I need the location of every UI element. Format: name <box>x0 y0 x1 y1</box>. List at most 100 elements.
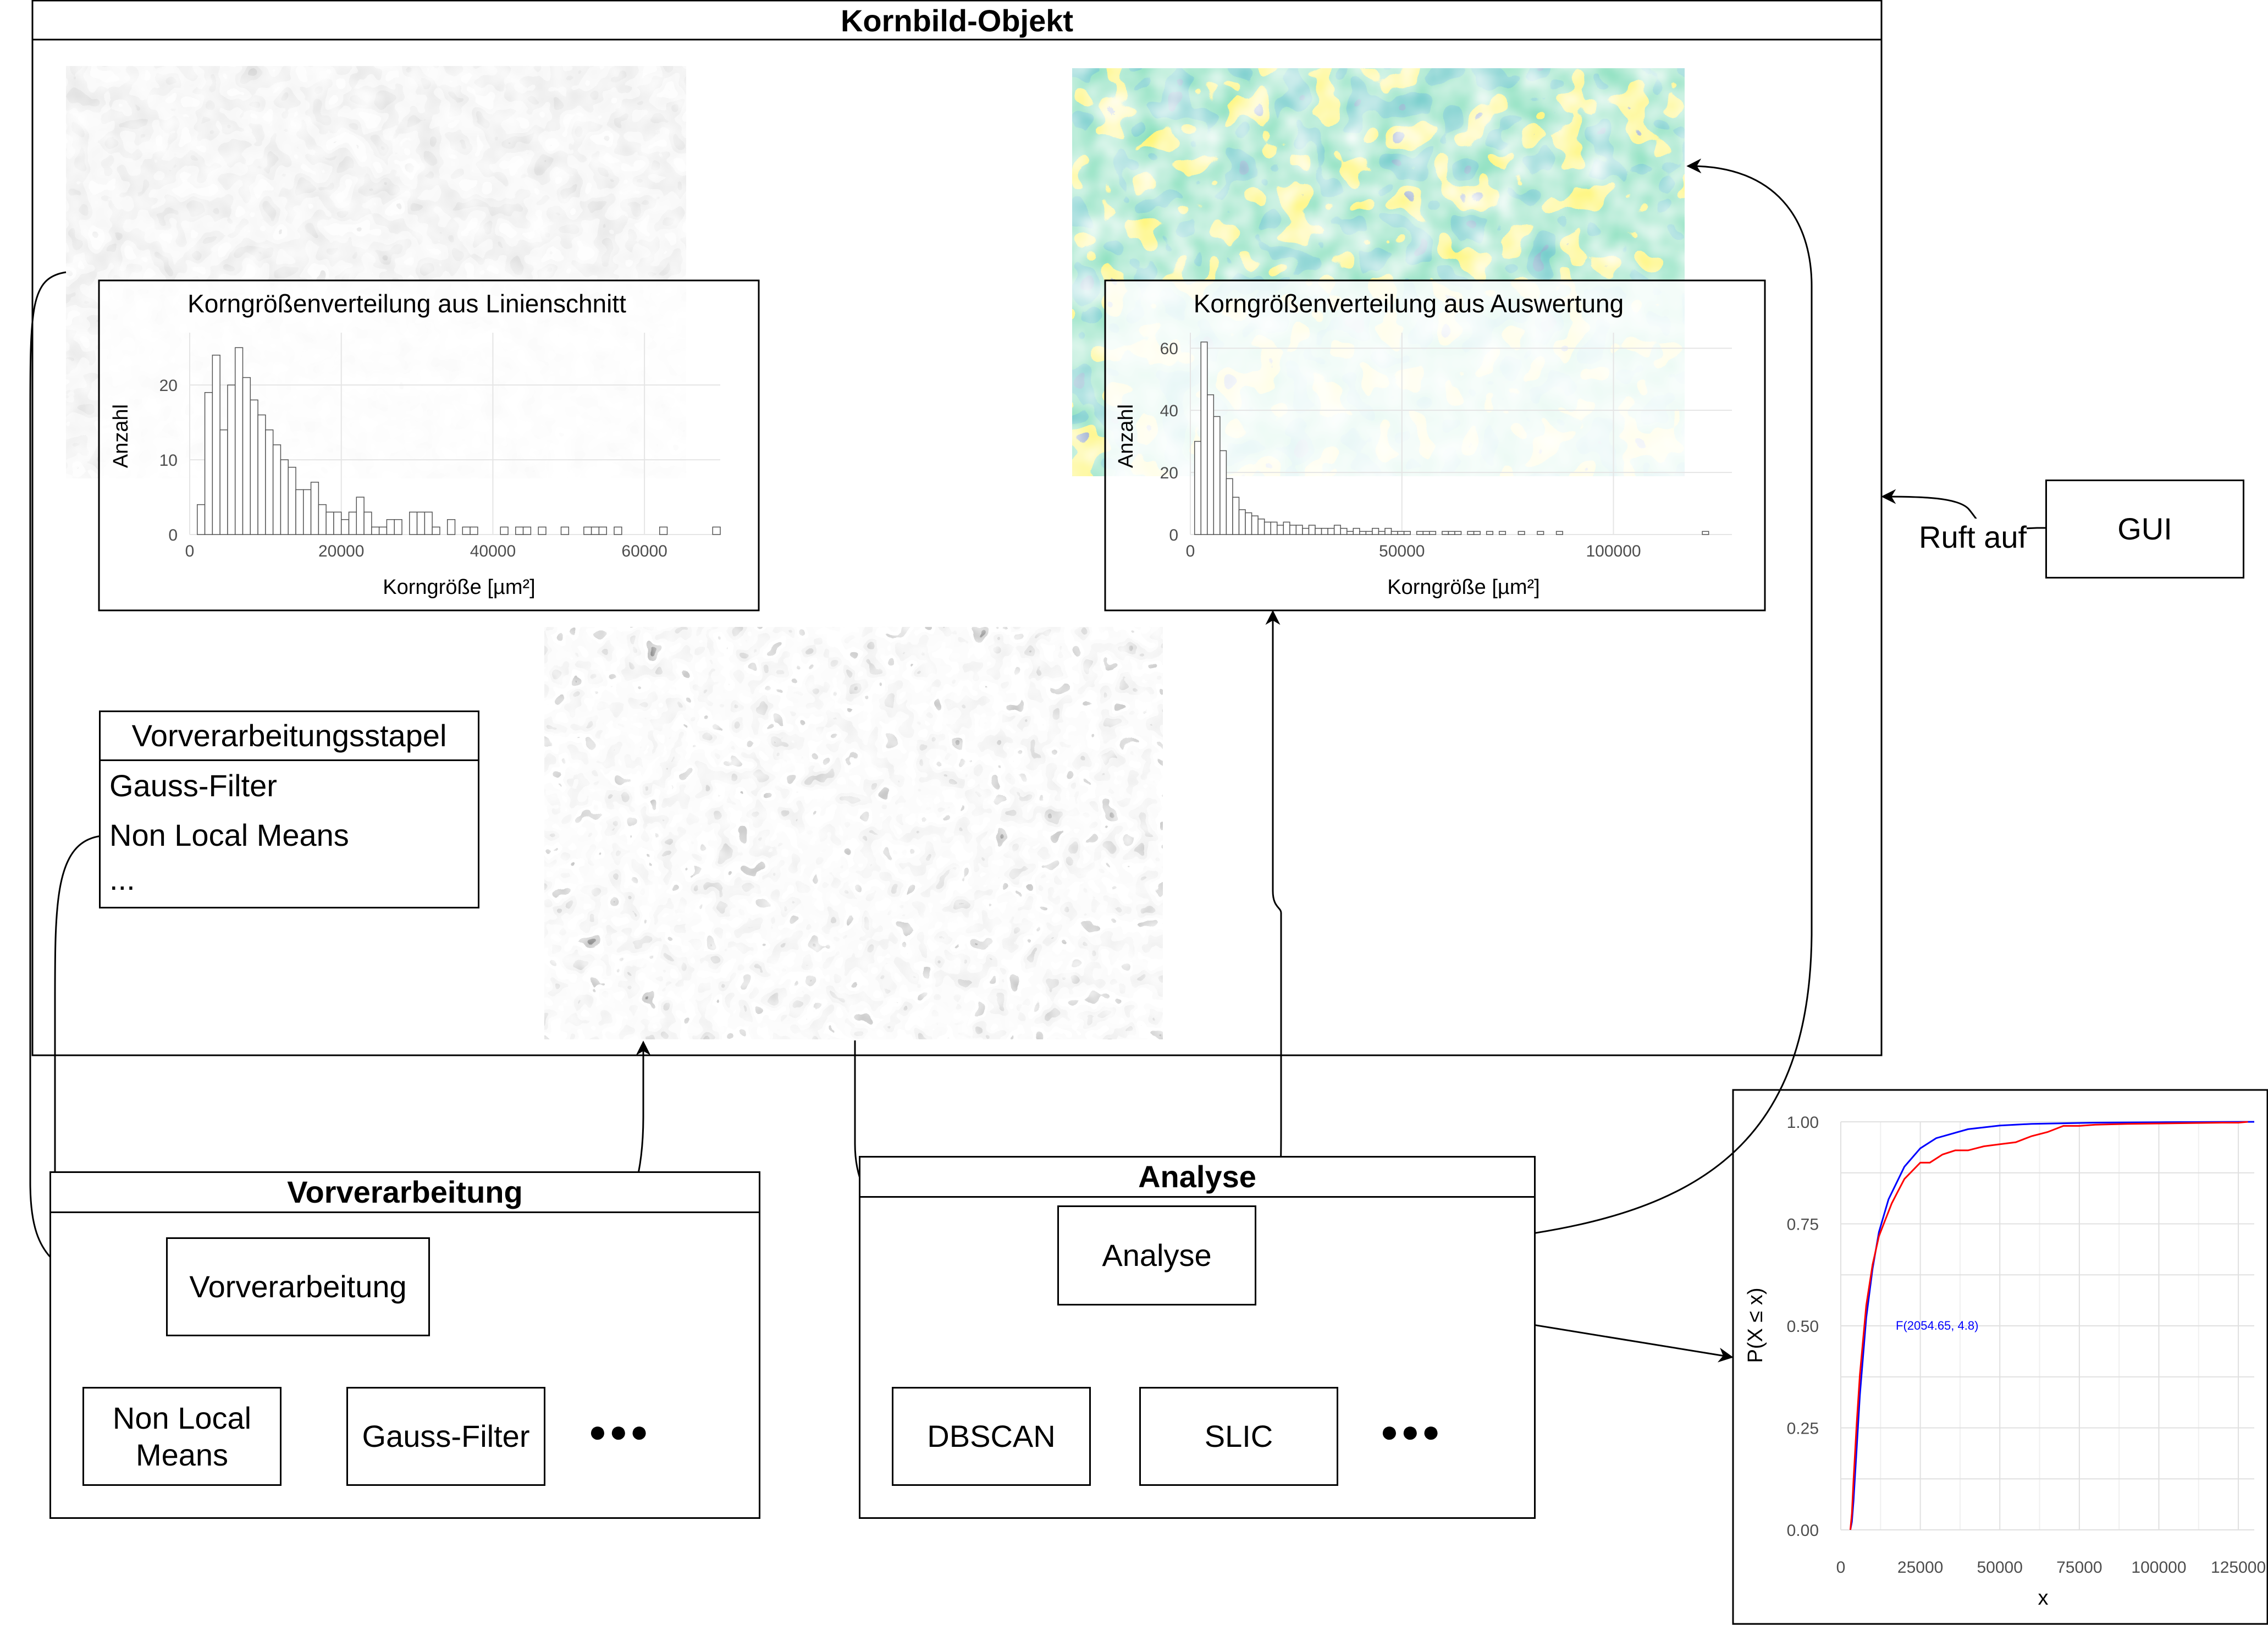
histogram-bar <box>1499 531 1507 535</box>
histogram-bar <box>1226 478 1233 535</box>
y-tick-label: 20 <box>159 377 178 395</box>
histogram-bar <box>212 355 220 535</box>
vorverarbeitung-node: Vorverarbeitung <box>166 1237 430 1336</box>
histogram-bar <box>1416 531 1423 535</box>
histogram-bar <box>1378 531 1386 535</box>
histogram-bar <box>470 526 478 535</box>
nlm-node: Non Local Means <box>82 1387 282 1486</box>
histogram-bar <box>1283 521 1290 535</box>
x-tick-label: 0 <box>1186 542 1195 560</box>
histogram-bar <box>386 519 395 535</box>
histogram-bar <box>1372 527 1379 535</box>
histogram-linienschnitt-frame <box>98 279 760 612</box>
histogram-bar <box>1232 497 1240 535</box>
x-tick-label: 0 <box>185 542 195 560</box>
histogram-bar <box>424 511 433 535</box>
cdf-ticks: 0 25000 50000 75000 100000 125000 0.00 0.25 0.50… <box>1787 1114 2266 1577</box>
histogram-auswertung-ylabel: Anzahl <box>1114 404 1138 468</box>
preprocessing-stack-item-nlm: Non Local Means <box>109 818 349 852</box>
cdf-y-tick-label: 0.00 <box>1787 1522 1819 1540</box>
histogram-bar <box>659 526 668 535</box>
histogram-bar <box>1302 527 1310 535</box>
cdf-x-tick-label: 50000 <box>1977 1558 2023 1577</box>
histogram-bar <box>1403 531 1411 535</box>
gui-edge-label: Ruft auf <box>1919 519 2027 556</box>
histogram-bar <box>1467 531 1475 535</box>
dbscan-node: DBSCAN <box>892 1387 1091 1486</box>
histogram-bar <box>409 511 418 535</box>
histogram-bar <box>1333 525 1341 535</box>
cdf-x-tick-label: 0 <box>1836 1558 1846 1577</box>
y-tick-label: 40 <box>1160 402 1178 420</box>
x-tick-label: 40000 <box>470 542 516 560</box>
cdf-y-tick-label: 1.00 <box>1787 1114 1819 1132</box>
histogram-bar <box>1251 515 1259 535</box>
histogram-bar <box>265 429 274 535</box>
gauss-filter-node: Gauss-Filter <box>346 1387 545 1486</box>
histogram-linienschnitt-ylabel: Anzahl <box>109 404 133 468</box>
analyse-group-title: Analyse <box>860 1158 1534 1198</box>
histogram-bar <box>356 497 365 535</box>
histogram-bar <box>1295 525 1303 535</box>
histogram-bar <box>288 466 296 535</box>
histogram-bar <box>333 511 342 535</box>
grain-image-preprocessed <box>544 627 1163 1039</box>
histogram-bar <box>1555 531 1563 535</box>
cdf-lines <box>1849 1121 2255 1530</box>
histogram-linienschnitt-title: Korngrößenverteilung aus Linienschnitt <box>187 289 626 318</box>
cdf-x-tick-label: 25000 <box>1897 1558 1943 1577</box>
y-tick-label: 0 <box>168 526 178 544</box>
vorverarbeitung-group-title: Vorverarbeitung <box>51 1173 759 1213</box>
histogram-bar <box>295 489 304 535</box>
histogram-bar <box>432 526 440 535</box>
histogram-bar <box>1473 531 1481 535</box>
histogram-bar <box>1238 509 1246 535</box>
histogram-linienschnitt-xlabel: Korngröße [µm²] <box>383 576 535 599</box>
slic-node: SLIC <box>1139 1387 1338 1486</box>
histogram-bar <box>1422 531 1430 535</box>
histogram-bar <box>1270 521 1278 535</box>
histogram-bar <box>446 519 456 535</box>
cdf-annotation: F(2054.65, 4.8) <box>1896 1319 1978 1332</box>
histogram-bar <box>1702 531 1709 535</box>
histogram-bar <box>515 526 524 535</box>
cdf-empirical-line <box>1849 1121 2248 1530</box>
histogram-bar <box>1365 531 1373 535</box>
histogram-bar <box>280 459 289 535</box>
histogram-auswertung-xlabel: Korngröße [µm²] <box>1387 576 1539 599</box>
kornbild-title: Kornbild-Objekt <box>840 3 1074 38</box>
histogram-bar <box>219 429 228 535</box>
histogram-bar <box>1263 521 1271 535</box>
histogram-bar <box>371 526 380 535</box>
cdf-x-tick-label: 75000 <box>2056 1558 2102 1577</box>
histogram-bar <box>462 526 471 535</box>
histogram-bar <box>1257 519 1265 535</box>
histogram-linienschnitt: Korngrößenverteilung aus Linienschnitt K… <box>98 279 760 612</box>
histogram-bar <box>204 392 213 535</box>
analyse-more-icon: ●●● <box>1380 1414 1443 1448</box>
cdf-plot: 0 25000 50000 75000 100000 125000 0.00 0.25 0.50… <box>1732 1089 2268 1625</box>
histogram-bar <box>272 444 282 535</box>
cdf-xlabel: x <box>2038 1587 2049 1610</box>
histogram-bar <box>1442 531 1449 535</box>
histogram-bar <box>522 526 532 535</box>
histogram-bar <box>538 526 547 535</box>
cdf-ylabel: P(X ≤ x) <box>1744 1288 1767 1363</box>
histogram-linienschnitt-ticks: 0 20000 40000 60000 0 10 20 <box>159 377 667 560</box>
histogram-bar <box>303 489 312 535</box>
gui-node: GUI <box>2045 480 2244 579</box>
histogram-bar <box>1200 341 1208 535</box>
histogram-bar <box>1213 416 1221 535</box>
histogram-bar <box>1429 531 1437 535</box>
histogram-bar <box>1397 531 1405 535</box>
vorverarbeitung-more-icon: ●●● <box>588 1414 651 1448</box>
histogram-auswertung-title: Korngrößenverteilung aus Auswertung <box>1194 289 1624 318</box>
histogram-bar <box>1321 527 1328 535</box>
histogram-bar <box>583 526 592 535</box>
histogram-bar <box>1384 527 1392 535</box>
x-tick-label: 50000 <box>1379 542 1425 560</box>
cdf-y-tick-label: 0.25 <box>1787 1420 1819 1438</box>
histogram-bar <box>614 526 622 535</box>
histogram-bar <box>1289 525 1297 535</box>
histogram-bar <box>1359 531 1367 535</box>
